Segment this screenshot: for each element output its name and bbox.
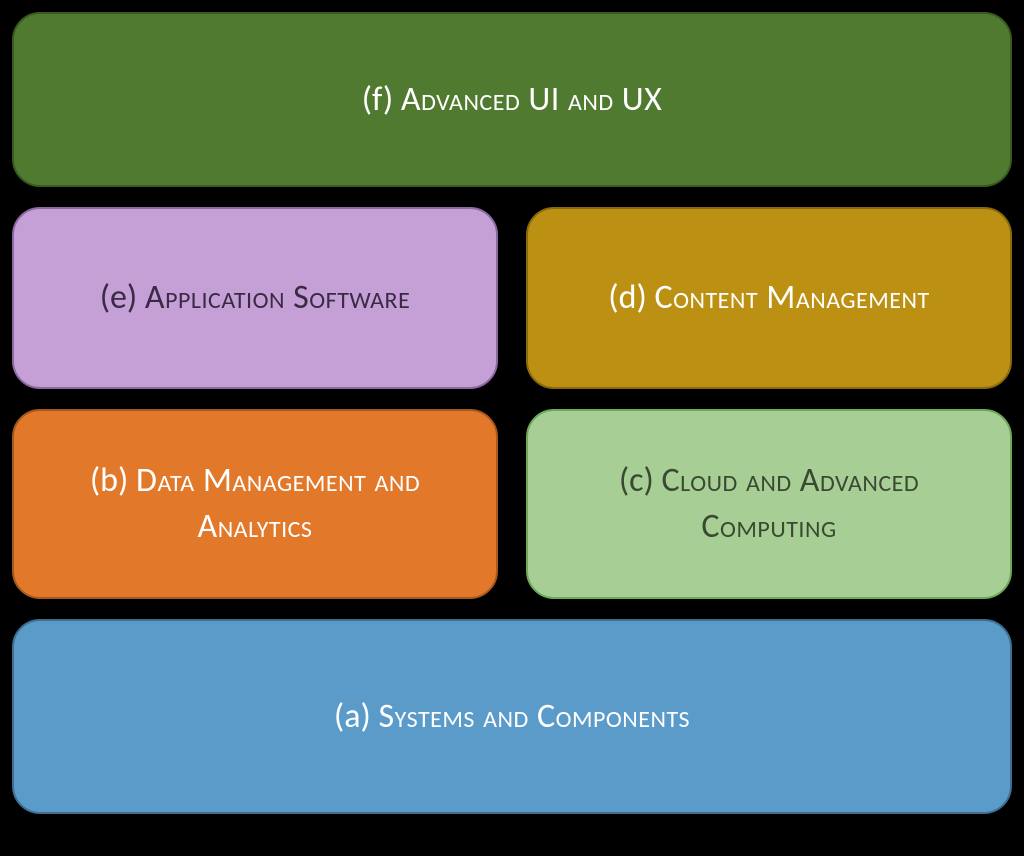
box-label: (f) Advanced UI and UX xyxy=(362,77,663,123)
box-prefix: (a) xyxy=(334,696,379,737)
box-prefix: (c) xyxy=(619,460,662,501)
box-prefix: (d) xyxy=(608,277,654,318)
box-label: (c) Cloud and Advanced Computing xyxy=(548,458,990,550)
box-text: Content Management xyxy=(654,277,929,318)
box-text: Data Management and Analytics xyxy=(136,460,420,547)
box-text: Systems and Components xyxy=(378,696,690,737)
box-prefix: (e) xyxy=(100,277,145,318)
box-label: (d) Content Management xyxy=(608,275,929,321)
diagram-row-2: (e) Application Software (d) Content Man… xyxy=(12,207,1012,389)
box-e-application-software: (e) Application Software xyxy=(12,207,498,389)
box-label: (a) Systems and Components xyxy=(334,694,690,740)
diagram-row-1: (f) Advanced UI and UX xyxy=(12,12,1012,187)
box-a-systems-components: (a) Systems and Components xyxy=(12,619,1012,814)
box-f-advanced-ui-ux: (f) Advanced UI and UX xyxy=(12,12,1012,187)
box-c-cloud-computing: (c) Cloud and Advanced Computing xyxy=(526,409,1012,599)
box-d-content-management: (d) Content Management xyxy=(526,207,1012,389)
box-label: (b) Data Management and Analytics xyxy=(34,458,476,550)
box-text: Application Software xyxy=(145,277,410,318)
box-prefix: (f) xyxy=(362,79,401,120)
box-b-data-management: (b) Data Management and Analytics xyxy=(12,409,498,599)
diagram-row-4: (a) Systems and Components xyxy=(12,619,1012,814)
box-text: Cloud and Advanced Computing xyxy=(662,460,920,547)
box-label: (e) Application Software xyxy=(100,275,411,321)
box-text: Advanced UI and UX xyxy=(401,79,662,120)
diagram-row-3: (b) Data Management and Analytics (c) Cl… xyxy=(12,409,1012,599)
box-prefix: (b) xyxy=(90,460,136,501)
